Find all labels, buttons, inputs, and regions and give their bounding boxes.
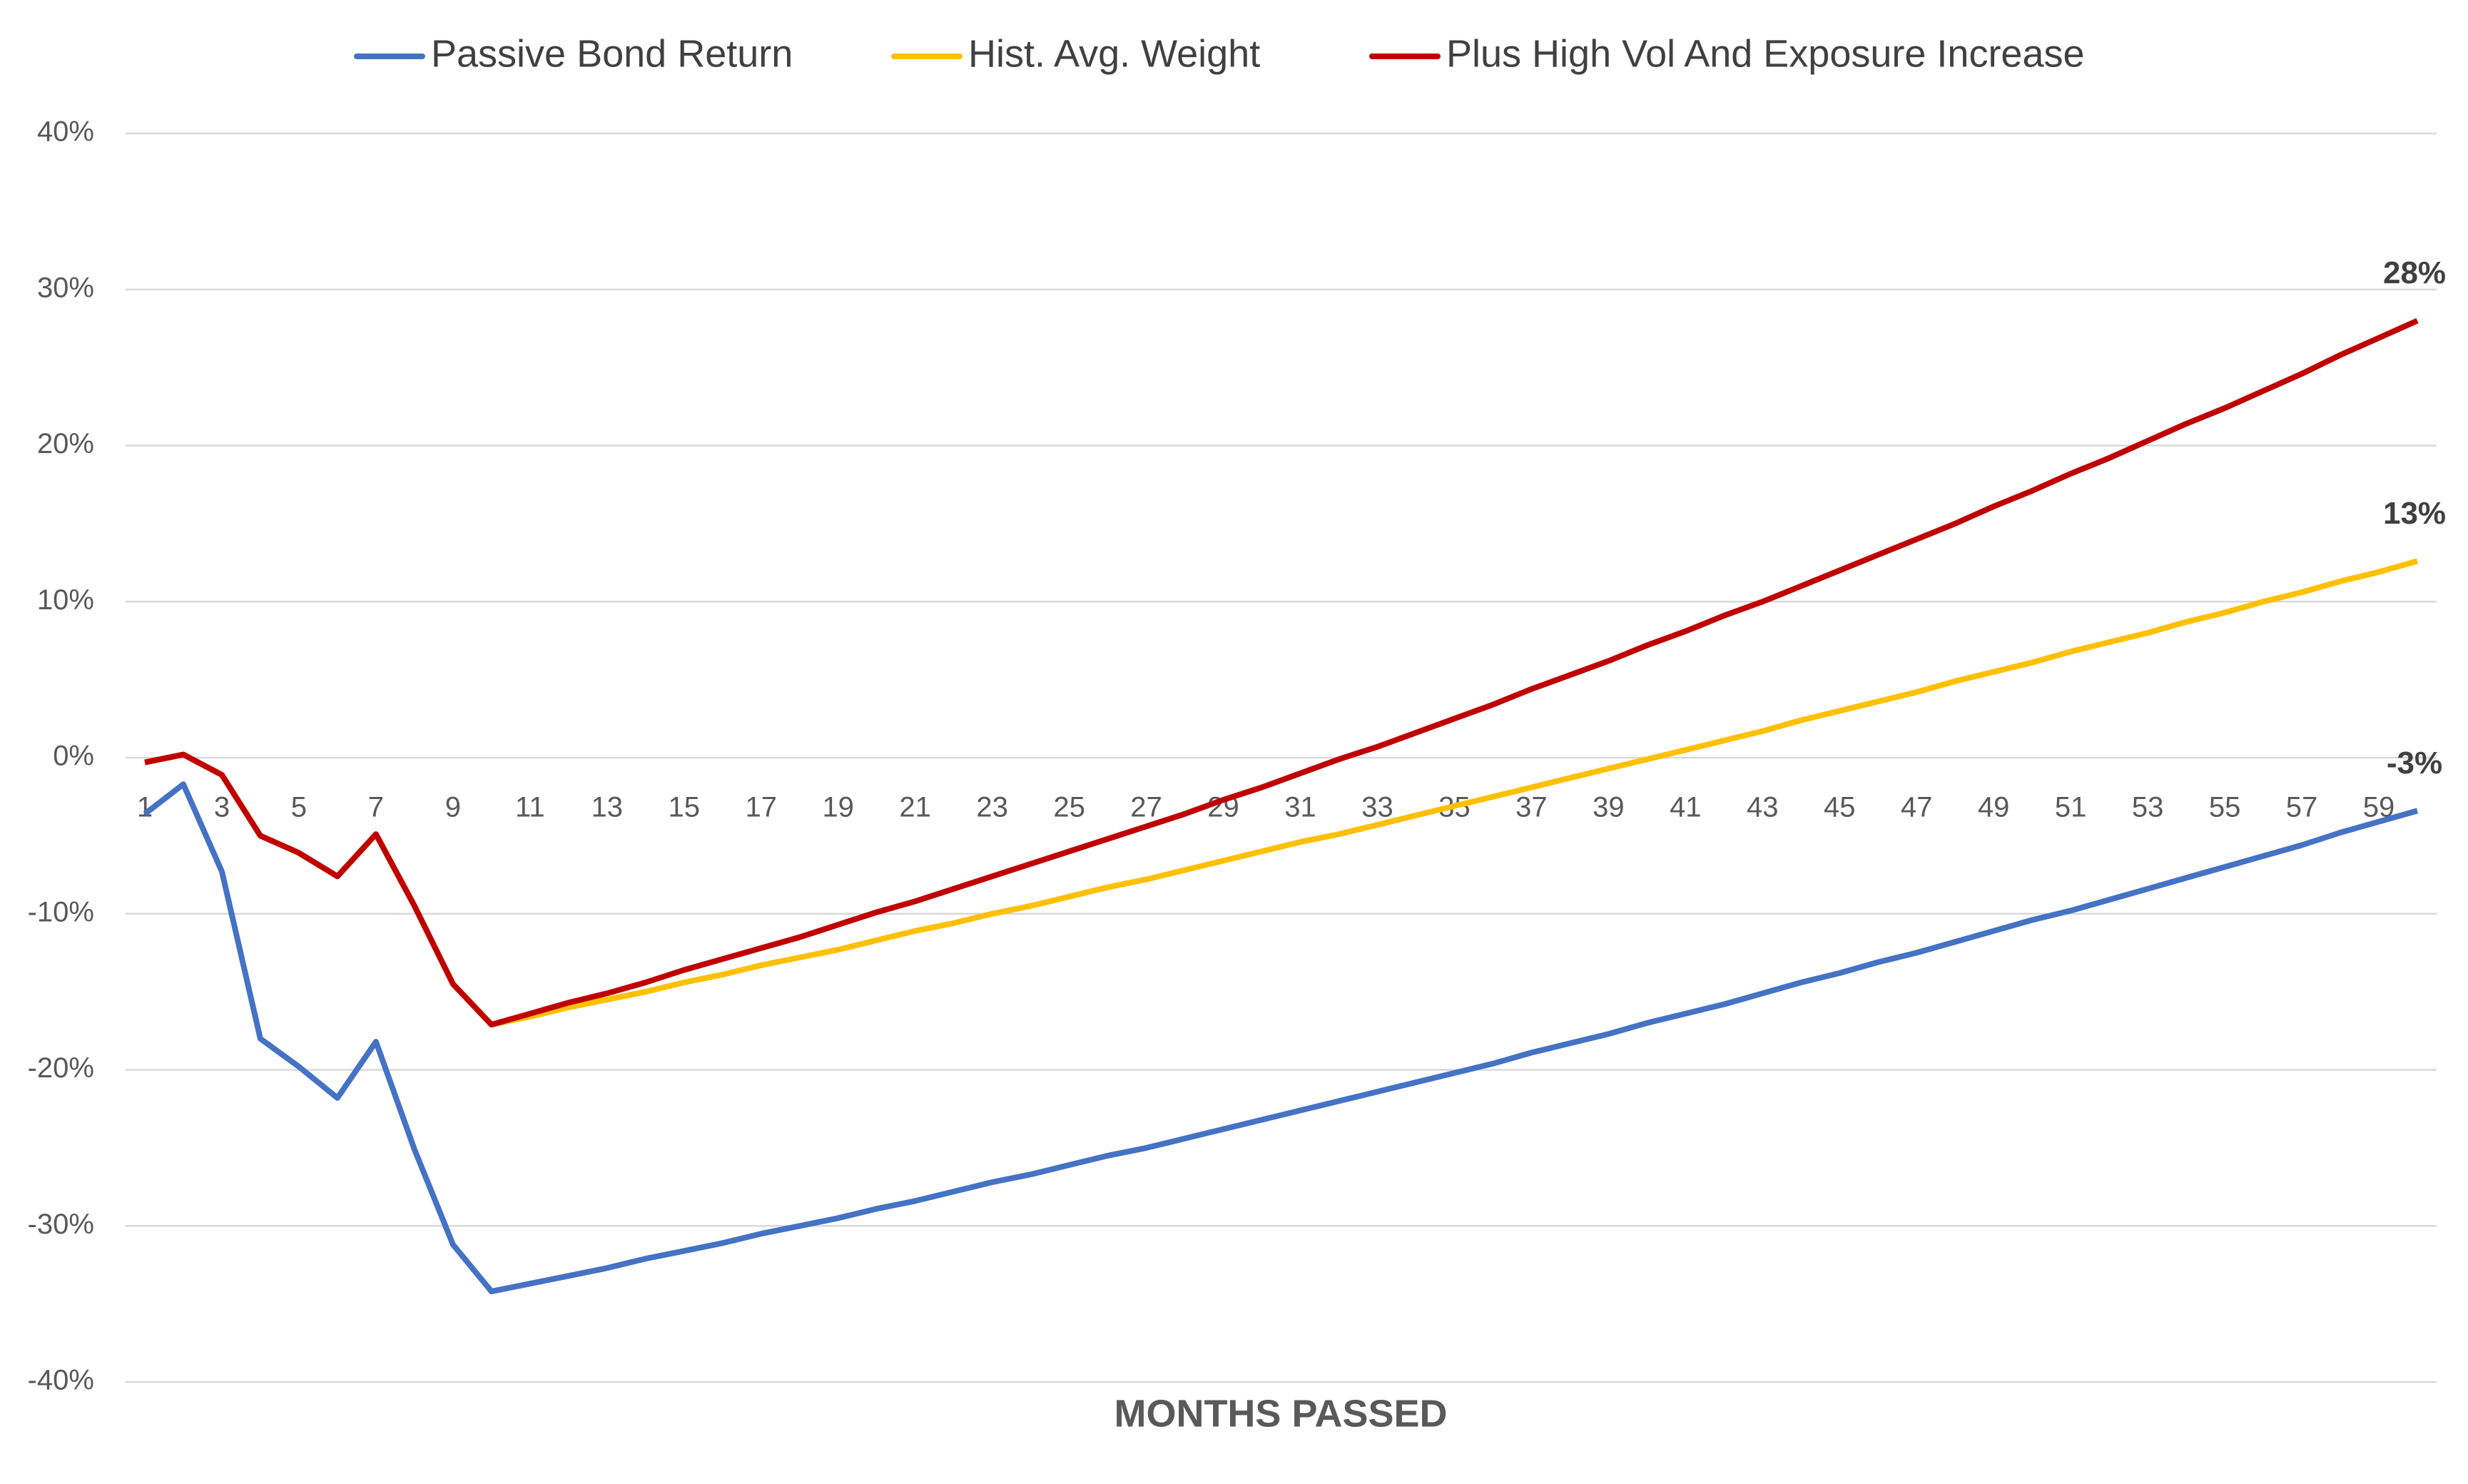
x-tick-label: 39 — [1593, 792, 1625, 823]
x-tick-label: 41 — [1670, 792, 1702, 823]
x-tick-label: 21 — [899, 792, 931, 823]
x-tick-label: 55 — [2209, 792, 2241, 823]
x-tick-label: 13 — [591, 792, 624, 823]
x-tick-label: 31 — [1284, 792, 1316, 823]
y-tick-label: -10% — [28, 896, 94, 928]
x-tick-label: 33 — [1361, 792, 1393, 823]
x-tick-label: 43 — [1747, 792, 1779, 823]
x-axis-title: MONTHS PASSED — [1114, 1392, 1447, 1435]
x-tick-label: 3 — [214, 792, 230, 823]
x-tick-label: 51 — [2055, 792, 2087, 823]
y-tick-label: 20% — [37, 428, 94, 459]
legend-label: Hist. Avg. Weight — [968, 32, 1260, 75]
legend-label: Passive Bond Return — [431, 32, 793, 75]
y-tick-label: -40% — [28, 1365, 94, 1396]
y-tick-label: -20% — [28, 1052, 94, 1084]
y-tick-label: 40% — [37, 116, 94, 148]
x-tick-label: 23 — [976, 792, 1008, 823]
series-line — [144, 317, 2419, 1028]
x-tick-label: 17 — [745, 792, 777, 823]
x-tick-label: 49 — [1978, 792, 2010, 823]
y-tick-label: 30% — [37, 272, 94, 303]
x-tick-label: 11 — [515, 792, 545, 823]
data-label: -3% — [2387, 746, 2442, 781]
data-label: 13% — [2383, 496, 2446, 531]
x-tick-label: 57 — [2286, 792, 2318, 823]
x-tick-label: 27 — [1130, 792, 1162, 823]
x-tick-label: 37 — [1515, 792, 1548, 823]
y-tick-label: 0% — [53, 741, 94, 772]
x-tick-label: 7 — [368, 792, 384, 823]
data-label: 28% — [2383, 255, 2446, 290]
x-tick-label: 15 — [669, 792, 701, 823]
legend-label: Plus High Vol And Exposure Increase — [1446, 32, 2085, 75]
x-tick-label: 53 — [2132, 792, 2164, 823]
y-tick-label: 10% — [37, 584, 94, 616]
y-tick-label: -30% — [28, 1209, 94, 1240]
x-tick-label: 1 — [137, 792, 153, 823]
x-tick-label: 25 — [1053, 792, 1085, 823]
series-line — [143, 781, 2419, 1295]
x-tick-label: 9 — [445, 792, 461, 823]
x-tick-label: 47 — [1901, 792, 1933, 823]
x-tick-label: 5 — [291, 792, 307, 823]
x-tick-label: 45 — [1824, 792, 1856, 823]
x-tick-label: 19 — [822, 792, 854, 823]
